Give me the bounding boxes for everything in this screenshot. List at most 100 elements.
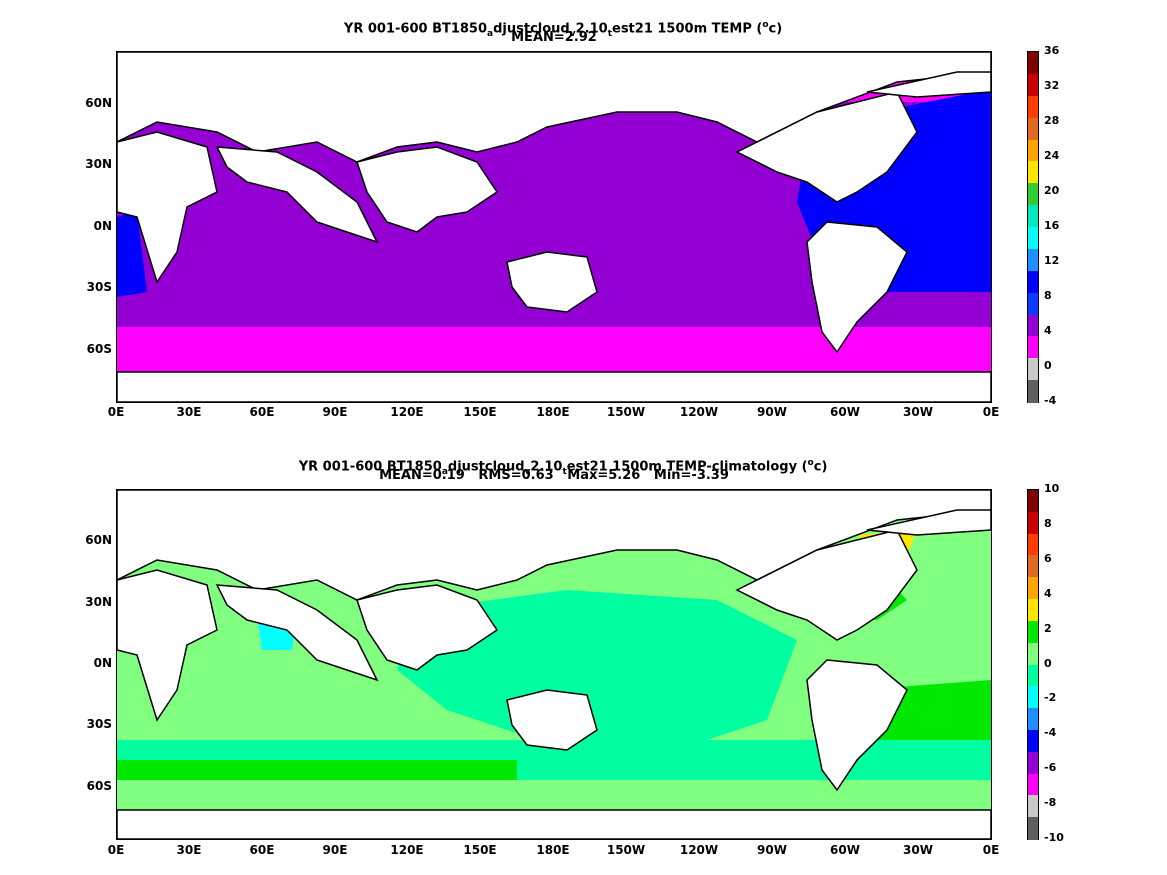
y-label: 30S xyxy=(86,717,112,731)
top-map-stats: MEAN=2.92 xyxy=(511,30,597,45)
colorbar-segment xyxy=(1028,708,1038,731)
x-label: 180E xyxy=(536,843,570,857)
colorbar-segment xyxy=(1028,117,1038,140)
colorbar-segment xyxy=(1028,751,1038,775)
colorbar-segment xyxy=(1028,555,1038,578)
x-label: 0E xyxy=(107,405,125,419)
x-label: 60E xyxy=(249,405,275,419)
x-label: 150W xyxy=(606,405,646,419)
colorbar-tick-label: 28 xyxy=(1044,114,1060,127)
colorbar-segment xyxy=(1028,729,1038,753)
y-label: 30N xyxy=(85,595,112,609)
colorbar-tick-label: -6 xyxy=(1044,761,1057,775)
bottom-map-plot xyxy=(116,489,992,840)
colorbar-segment xyxy=(1028,161,1038,184)
x-label: 150W xyxy=(606,843,646,857)
y-label: 30N xyxy=(85,157,112,171)
colorbar-tick-label: 8 xyxy=(1044,289,1052,302)
colorbar-tick-label: 4 xyxy=(1044,586,1052,600)
x-label: 120W xyxy=(679,405,719,419)
colorbar-segment xyxy=(1028,490,1038,513)
colorbar-tick-label: -4 xyxy=(1044,726,1057,740)
y-label: 0N xyxy=(93,219,112,233)
colorbar-segment xyxy=(1028,577,1038,600)
y-label: 30S xyxy=(86,280,112,294)
x-label: 90W xyxy=(757,405,787,419)
x-label: 180E xyxy=(536,405,570,419)
land-masses xyxy=(117,52,991,402)
colorbar-tick-label: 16 xyxy=(1044,219,1060,232)
x-label: 120E xyxy=(390,843,424,857)
colorbar-tick-label: 36 xyxy=(1044,44,1060,57)
colorbar-segment xyxy=(1028,642,1038,665)
colorbar-tick-label: 24 xyxy=(1044,149,1060,162)
x-label: 30W xyxy=(903,405,933,419)
colorbar-segment xyxy=(1028,358,1038,381)
colorbar-tick-label: 4 xyxy=(1044,324,1052,337)
colorbar-segment xyxy=(1028,620,1038,644)
colorbar-segment xyxy=(1028,52,1038,75)
x-label: 120E xyxy=(390,405,424,419)
bottom-map-title: YR 001-600 BT1850adjustcloudv2.10test21 … xyxy=(298,458,828,477)
x-label: 60W xyxy=(830,843,860,857)
y-label: 60N xyxy=(85,533,112,547)
y-label: 0N xyxy=(93,656,112,670)
x-label: 0E xyxy=(982,405,1000,419)
colorbar-segment xyxy=(1028,183,1038,206)
x-label: 90W xyxy=(757,843,787,857)
colorbar-segment xyxy=(1028,227,1038,250)
colorbar-segment xyxy=(1028,817,1038,840)
x-label: 0E xyxy=(107,843,125,857)
colorbar-tick-label: 8 xyxy=(1044,516,1052,530)
bottom-map-stats: MEAN=0.19 RMS=0.63 Max=5.26 Min=-3.39 xyxy=(379,468,729,483)
y-label: 60S xyxy=(86,342,112,356)
x-label: 30E xyxy=(176,843,202,857)
colorbar-segment xyxy=(1028,336,1038,359)
colorbar-tick-label: 20 xyxy=(1044,184,1060,197)
colorbar-segment xyxy=(1028,205,1038,228)
colorbar-tick-label: 6 xyxy=(1044,551,1052,565)
x-label: 150E xyxy=(463,843,497,857)
colorbar-segment xyxy=(1028,248,1038,272)
colorbar-segment xyxy=(1028,95,1038,119)
anomaly-0-2-band xyxy=(117,760,517,780)
colorbar-segment xyxy=(1028,511,1038,535)
x-label: 0E xyxy=(982,843,1000,857)
colorbar-segment xyxy=(1028,139,1038,162)
colorbar-segment xyxy=(1028,686,1038,709)
colorbar-tick-label: -8 xyxy=(1044,796,1057,810)
colorbar-segment xyxy=(1028,795,1038,818)
colorbar-tick-label: 0 xyxy=(1044,656,1052,670)
y-label: 60S xyxy=(86,779,112,793)
x-label: 30W xyxy=(903,843,933,857)
land-masses xyxy=(117,490,991,839)
top-colorbar xyxy=(1027,51,1039,403)
x-label: 90E xyxy=(322,843,348,857)
colorbar-tick-label: 32 xyxy=(1044,79,1060,92)
colorbar-tick-label: 0 xyxy=(1044,359,1052,372)
colorbar-tick-label: 10 xyxy=(1044,482,1060,495)
x-label: 150E xyxy=(463,405,497,419)
top-map-plot xyxy=(116,51,992,403)
x-label: 120W xyxy=(679,843,719,857)
colorbar-segment xyxy=(1028,380,1038,403)
x-label: 60W xyxy=(830,405,860,419)
colorbar-segment xyxy=(1028,533,1038,556)
colorbar-tick-label: -10 xyxy=(1044,831,1064,844)
y-label: 60N xyxy=(85,96,112,110)
colorbar-tick-label: 2 xyxy=(1044,621,1052,635)
colorbar-tick-label: 12 xyxy=(1044,254,1060,267)
x-label: 30E xyxy=(176,405,202,419)
x-label: 60E xyxy=(249,843,275,857)
colorbar-segment xyxy=(1028,270,1038,294)
colorbar-segment xyxy=(1028,314,1038,337)
x-label: 90E xyxy=(322,405,348,419)
colorbar-segment xyxy=(1028,664,1038,687)
bottom-colorbar xyxy=(1027,489,1039,840)
colorbar-segment xyxy=(1028,73,1038,97)
colorbar-segment xyxy=(1028,292,1038,315)
atlantic-east-4-6 xyxy=(117,212,147,297)
top-map-title: YR 001-600 BT1850adjustcloudv2.10test21 … xyxy=(343,20,783,39)
colorbar-tick-label: -2 xyxy=(1044,691,1057,705)
colorbar-tick-label: -4 xyxy=(1044,394,1057,407)
